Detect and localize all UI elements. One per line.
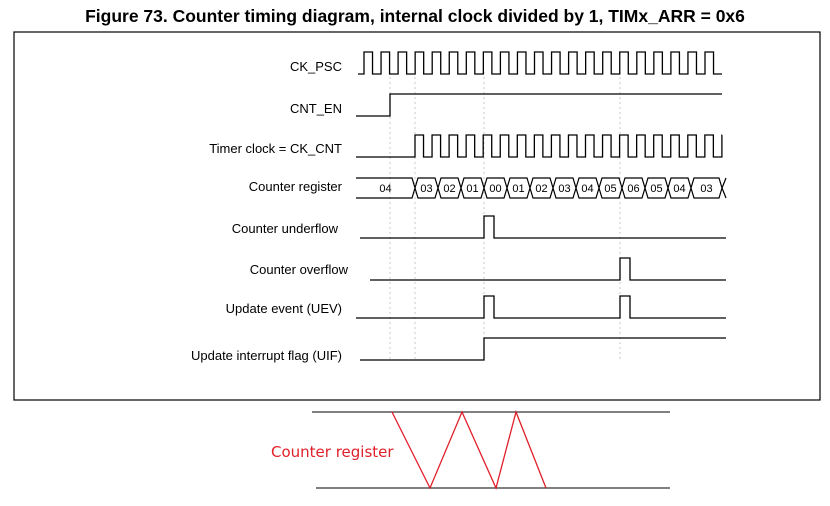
counter-value: 06: [627, 183, 639, 195]
counter-value: 03: [558, 183, 570, 195]
label-counter-overflow: Counter overflow: [250, 262, 349, 277]
update-event-waveform: [356, 295, 726, 319]
counter-value: 04: [581, 183, 593, 195]
diagram-frame: [13, 31, 821, 401]
counter-value: 05: [604, 183, 616, 195]
uif-waveform: [360, 337, 726, 361]
cnt-en-waveform: [356, 93, 722, 117]
sketch-triangle-wave: [391, 409, 547, 490]
label-update-event: Update event (UEV): [226, 301, 342, 316]
counter-overflow-waveform: [370, 257, 726, 281]
ck-psc-waveform: [358, 51, 723, 75]
label-ck-psc: CK_PSC: [290, 59, 342, 74]
counter-value: 01: [512, 183, 524, 195]
label-timer-clock: Timer clock = CK_CNT: [209, 141, 342, 156]
label-counter-underflow: Counter underflow: [232, 221, 339, 236]
counter-value: 02: [535, 183, 547, 195]
counter-value: 03: [700, 183, 712, 195]
label-cnt-en: CNT_EN: [290, 101, 342, 116]
counter-value: 03: [420, 183, 432, 195]
annotation-counter-register: Counter register: [271, 443, 394, 461]
counter-register-bus: 04 03 02 01 00 01 02 03 04 05 06 05 04 03: [356, 177, 727, 199]
counter-value: 05: [650, 183, 662, 195]
counter-bus-continuation: [721, 177, 727, 199]
counter-value: 02: [443, 183, 455, 195]
label-uif: Update interrupt flag (UIF): [191, 348, 342, 363]
timer-clock-waveform: [356, 134, 723, 158]
counter-value: 04: [379, 183, 391, 195]
counter-value: 00: [489, 183, 501, 195]
counter-value: 04: [673, 183, 685, 195]
counter-bus-outline: [356, 177, 723, 199]
counter-underflow-waveform: [360, 215, 726, 239]
figure-title: Figure 73. Counter timing diagram, inter…: [85, 6, 745, 26]
label-counter-register: Counter register: [249, 179, 343, 194]
counter-value: 01: [466, 183, 478, 195]
